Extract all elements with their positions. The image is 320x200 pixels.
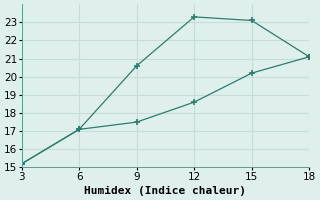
X-axis label: Humidex (Indice chaleur): Humidex (Indice chaleur) bbox=[84, 186, 246, 196]
